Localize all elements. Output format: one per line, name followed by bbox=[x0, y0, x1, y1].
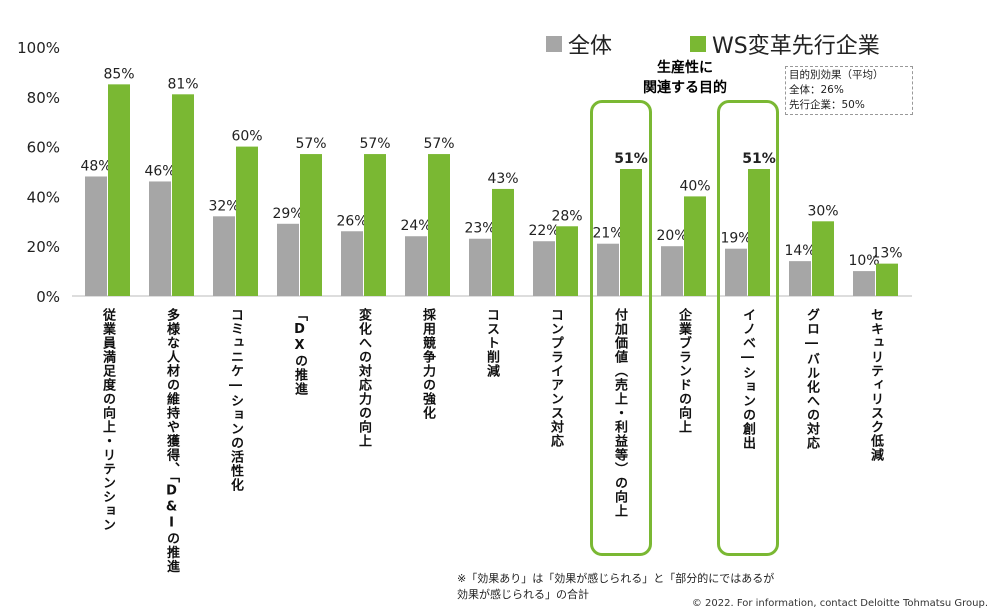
data-label: 51% bbox=[742, 151, 776, 167]
bar-all bbox=[469, 238, 491, 296]
category-label: 付加価値（売上・利益等）の向上 bbox=[612, 308, 627, 518]
highlight-title-line: 生産性に bbox=[657, 60, 713, 76]
category-label: 「DXの推進 bbox=[292, 308, 307, 396]
data-label: 57% bbox=[423, 136, 454, 152]
y-tick-label: 20% bbox=[27, 238, 60, 256]
y-tick-label: 60% bbox=[27, 139, 60, 157]
footnote-line: 効果が感じられる」の合計 bbox=[457, 588, 589, 601]
data-label: 48% bbox=[80, 158, 111, 174]
data-label: 10% bbox=[848, 253, 879, 269]
footnote: ※「効果あり」は「効果が感じられる」と「部分的にではあるが 効果が感じられる」の… bbox=[457, 571, 774, 603]
bar-leading bbox=[620, 169, 642, 296]
average-effect-box: 目的別効果（平均） 全体：26% 先行企業：50% bbox=[785, 66, 913, 115]
data-label: 57% bbox=[359, 136, 390, 152]
bar-leading bbox=[108, 84, 130, 296]
bar-all bbox=[149, 181, 171, 296]
data-label: 14% bbox=[784, 243, 815, 259]
data-label: 21% bbox=[592, 226, 623, 242]
category-label: 採用競争力の強化 bbox=[420, 308, 435, 420]
copyright: © 2022. For information, contact Deloitt… bbox=[691, 598, 988, 609]
bar-all bbox=[725, 248, 747, 296]
y-tick-label: 0% bbox=[36, 288, 60, 306]
bar-leading bbox=[492, 188, 514, 296]
bar-all bbox=[853, 271, 875, 296]
bar-all bbox=[277, 223, 299, 296]
bar-leading bbox=[812, 221, 834, 296]
data-label: 81% bbox=[167, 76, 198, 92]
bar-leading bbox=[172, 94, 194, 296]
bar-leading bbox=[684, 196, 706, 296]
data-label: 40% bbox=[679, 178, 710, 194]
data-label: 19% bbox=[720, 231, 751, 247]
bar-all bbox=[597, 243, 619, 296]
legend-swatch-green bbox=[690, 36, 706, 52]
category-label: イノベ―ションの創出 bbox=[740, 308, 755, 450]
bar-leading bbox=[556, 226, 578, 296]
legend-swatch-gray bbox=[546, 36, 562, 52]
y-tick-label: 80% bbox=[27, 89, 60, 107]
highlight-box bbox=[590, 100, 652, 556]
category-label: グロ―バル化への対応 bbox=[804, 308, 819, 450]
bar-all bbox=[213, 216, 235, 296]
bar-leading bbox=[428, 154, 450, 296]
data-label: 20% bbox=[656, 228, 687, 244]
category-label: 企業ブランドの向上 bbox=[676, 308, 691, 434]
category-label: コスト削減 bbox=[484, 308, 499, 378]
data-label: 28% bbox=[551, 208, 582, 224]
data-label: 60% bbox=[231, 129, 262, 145]
data-label: 85% bbox=[103, 66, 134, 82]
highlight-box bbox=[717, 100, 779, 556]
footnote-line: ※「効果あり」は「効果が感じられる」と「部分的にではあるが bbox=[457, 572, 775, 585]
y-tick-label: 100% bbox=[17, 39, 60, 57]
bar-all bbox=[85, 176, 107, 296]
data-label: 30% bbox=[807, 203, 838, 219]
avg-all: 全体：26% bbox=[789, 84, 844, 96]
avg-title: 目的別効果（平均） bbox=[789, 69, 884, 81]
bar-leading bbox=[748, 169, 770, 296]
data-label: 46% bbox=[144, 163, 175, 179]
legend-label: 全体 bbox=[568, 34, 613, 59]
bar-all bbox=[533, 241, 555, 296]
category-label: 変化への対応力の向上 bbox=[356, 308, 371, 448]
y-tick-label: 40% bbox=[27, 188, 60, 206]
category-label: 多様な人材の維持や獲得、「D&Iの推進 bbox=[164, 308, 179, 574]
bar-all bbox=[789, 261, 811, 296]
data-label: 51% bbox=[614, 151, 648, 167]
avg-leading: 先行企業：50% bbox=[789, 99, 865, 111]
highlight-title: 生産性に 関連する目的 bbox=[625, 58, 745, 98]
data-label: 43% bbox=[487, 171, 518, 187]
legend-item-all: 全体 bbox=[546, 28, 612, 60]
category-label: コンプライアンス対応 bbox=[548, 308, 563, 448]
bar-leading bbox=[236, 146, 258, 296]
legend-label: WS変革先行企業 bbox=[712, 34, 880, 59]
data-label: 57% bbox=[295, 136, 326, 152]
data-label: 26% bbox=[336, 213, 367, 229]
bar-leading bbox=[364, 154, 386, 296]
data-label: 23% bbox=[464, 221, 495, 237]
category-label: 従業員満足度の向上・リテンション bbox=[100, 308, 115, 532]
highlight-title-line: 関連する目的 bbox=[643, 80, 727, 96]
bar-leading bbox=[876, 263, 898, 296]
bar-all bbox=[341, 231, 363, 296]
data-label: 24% bbox=[400, 218, 431, 234]
data-label: 13% bbox=[871, 246, 902, 262]
category-label: セキュリティリスク低減 bbox=[868, 308, 883, 462]
data-label: 22% bbox=[528, 223, 559, 239]
bar-all bbox=[405, 236, 427, 296]
data-label: 29% bbox=[272, 206, 303, 222]
legend-item-leading: WS変革先行企業 bbox=[690, 28, 880, 60]
data-label: 32% bbox=[208, 198, 239, 214]
bar-all bbox=[661, 246, 683, 296]
category-label: コミュニケ―ションの活性化 bbox=[228, 308, 243, 492]
bar-leading bbox=[300, 154, 322, 296]
